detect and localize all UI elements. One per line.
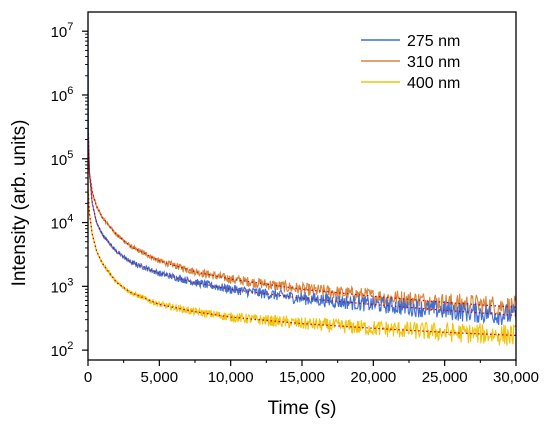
y-tick-label: 107 <box>51 21 74 41</box>
x-tick-label: 30,000 <box>493 369 539 386</box>
x-tick-label: 0 <box>84 369 92 386</box>
y-axis-title: Intensity (arb. units) <box>9 120 30 287</box>
x-tick-label: 25,000 <box>422 369 468 386</box>
y-tick-label: 104 <box>51 213 74 233</box>
series-line-400-nm <box>87 176 517 346</box>
x-tick-label: 5,000 <box>141 369 179 386</box>
y-tick-label: 105 <box>51 149 74 169</box>
legend-label: 310 nm <box>407 54 460 71</box>
series-line-310-nm <box>87 136 517 319</box>
x-axis-title: Time (s) <box>268 398 337 419</box>
x-tick-label: 20,000 <box>350 369 396 386</box>
fit-line-310-nm <box>87 151 517 308</box>
legend: 275 nm 310 nm 400 nm <box>361 33 460 92</box>
fit-line-400-nm <box>87 194 517 337</box>
legend-label: 275 nm <box>407 33 460 50</box>
x-tick-label: 10,000 <box>208 369 254 386</box>
series-line-275-nm <box>87 20 517 326</box>
plot-area <box>87 20 517 346</box>
y-tick-label: 103 <box>51 276 74 296</box>
x-tick-label: 15,000 <box>279 369 325 386</box>
axes: 0 5,000 10,000 15,000 20,000 25,000 30,000 102 1… <box>51 11 539 386</box>
y-tick-label: 106 <box>51 85 74 105</box>
legend-label: 400 nm <box>407 75 460 92</box>
y-tick-label: 102 <box>51 340 74 360</box>
fit-line-275-nm <box>87 133 517 317</box>
